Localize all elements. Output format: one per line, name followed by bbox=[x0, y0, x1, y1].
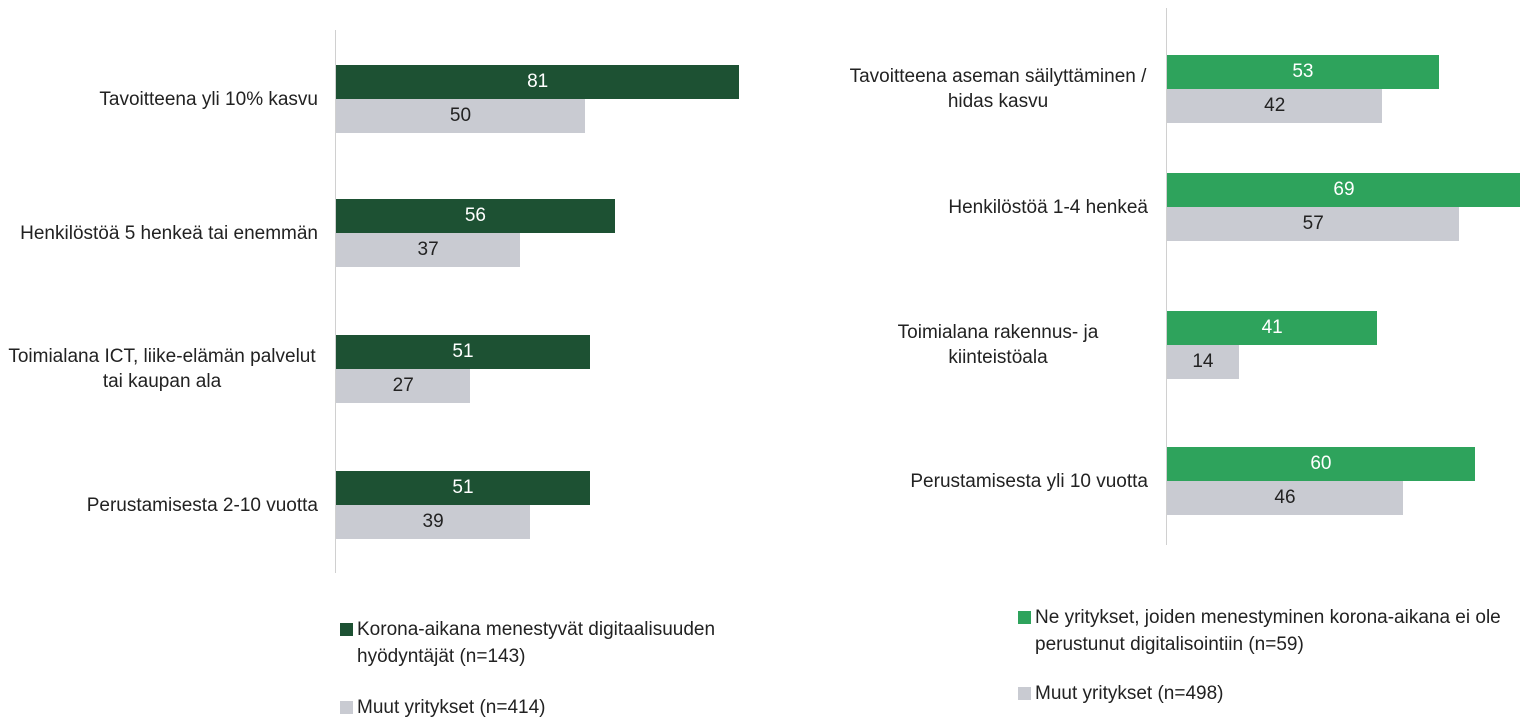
legend-label: Korona-aikana menestyvät digitaalisuuden… bbox=[357, 619, 716, 667]
legend-label: Muut yritykset (n=414) bbox=[357, 697, 546, 718]
value-label: 51 bbox=[452, 477, 474, 498]
value-label: 37 bbox=[417, 239, 439, 260]
bar: 69 bbox=[1167, 173, 1520, 207]
axis-line bbox=[335, 30, 336, 573]
category-text: Henkilöstöä 5 henkeä tai enemmän bbox=[20, 222, 318, 244]
category-label: Tavoitteena yli 10% kasvu bbox=[6, 59, 318, 139]
category-label: Tavoitteena aseman säilyttäminen / hidas… bbox=[848, 49, 1148, 129]
legend-item: Korona-aikana menestyvät digitaalisuuden… bbox=[340, 616, 810, 670]
value-label: 53 bbox=[1292, 61, 1314, 82]
legend-item: Ne yritykset, joiden menestyminen korona… bbox=[1018, 604, 1508, 658]
value-label: 46 bbox=[1274, 487, 1296, 508]
category-text: Tavoitteena aseman säilyttäminen / hidas… bbox=[849, 66, 1147, 112]
legend-item: Muut yritykset (n=498) bbox=[1018, 680, 1508, 707]
legend-swatch bbox=[340, 623, 353, 636]
category-label: Toimialana rakennus- ja kiinteistöala bbox=[848, 305, 1148, 385]
value-label: 42 bbox=[1264, 95, 1286, 116]
bar: 57 bbox=[1167, 207, 1460, 241]
category-label: Henkilöstöä 5 henkeä tai enemmän bbox=[6, 193, 318, 273]
legend-swatch bbox=[340, 701, 353, 714]
bar: 81 bbox=[336, 65, 740, 99]
category-label: Toimialana ICT, liike-elämän palvelut ta… bbox=[6, 329, 318, 409]
category-text: Perustamisesta yli 10 vuotta bbox=[910, 470, 1148, 492]
bar: 60 bbox=[1167, 447, 1475, 481]
bar: 14 bbox=[1167, 345, 1239, 379]
bar: 51 bbox=[336, 335, 590, 369]
legend-item: Muut yritykset (n=414) bbox=[340, 694, 810, 719]
bar: 53 bbox=[1167, 55, 1439, 89]
category-text: Henkilöstöä 1-4 henkeä bbox=[948, 196, 1148, 218]
category-text: Toimialana rakennus- ja kiinteistöala bbox=[897, 322, 1099, 368]
category-text: Perustamisesta 2-10 vuotta bbox=[86, 494, 318, 516]
value-label: 50 bbox=[449, 105, 472, 126]
value-label: 57 bbox=[1302, 213, 1324, 234]
value-label: 60 bbox=[1310, 453, 1332, 474]
category-label: Perustamisesta 2-10 vuotta bbox=[6, 465, 318, 545]
bar: 42 bbox=[1167, 89, 1383, 123]
value-label: 39 bbox=[422, 511, 444, 532]
category-label: Henkilöstöä 1-4 henkeä bbox=[848, 167, 1148, 247]
category-label: Perustamisesta yli 10 vuotta bbox=[848, 441, 1148, 521]
legend-label: Ne yritykset, joiden menestyminen korona… bbox=[1035, 607, 1501, 655]
value-label: 69 bbox=[1333, 179, 1355, 200]
bar: 27 bbox=[336, 369, 471, 403]
value-label: 27 bbox=[392, 375, 414, 396]
bar: 50 bbox=[336, 99, 585, 133]
bar: 39 bbox=[336, 505, 531, 539]
legend-swatch bbox=[1018, 687, 1031, 700]
category-text: Tavoitteena yli 10% kasvu bbox=[99, 88, 318, 110]
legend-swatch bbox=[1018, 611, 1031, 624]
value-label: 14 bbox=[1192, 351, 1214, 372]
value-label: 41 bbox=[1261, 317, 1283, 338]
value-label: 81 bbox=[527, 71, 549, 92]
bar: 37 bbox=[336, 233, 521, 267]
legend-label: Muut yritykset (n=498) bbox=[1035, 683, 1224, 704]
bar: 56 bbox=[336, 199, 615, 233]
axis-line bbox=[1166, 8, 1167, 545]
bar: 46 bbox=[1167, 481, 1403, 515]
bar: 51 bbox=[336, 471, 590, 505]
value-label: 51 bbox=[452, 341, 474, 362]
value-label: 56 bbox=[464, 205, 486, 226]
category-text: Toimialana ICT, liike-elämän palvelut ta… bbox=[8, 346, 316, 392]
bar: 41 bbox=[1167, 311, 1378, 345]
